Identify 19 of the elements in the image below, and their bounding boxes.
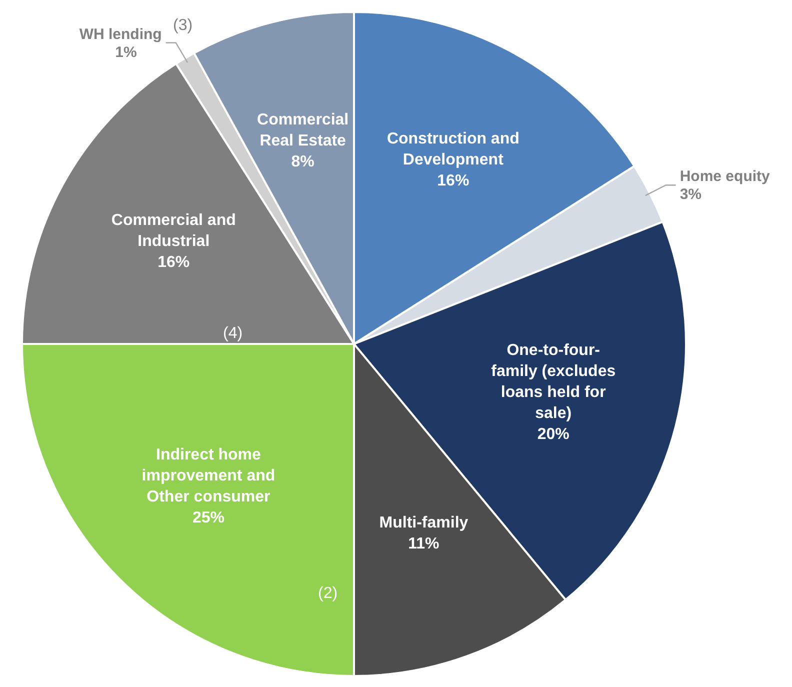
text: (2) <box>318 585 338 602</box>
data-label: 16% <box>437 172 470 190</box>
text: (4) <box>223 325 243 342</box>
data-label: 11% <box>408 536 440 553</box>
data-label: 3% <box>680 186 702 204</box>
slice-label: Indirect home improvement and Other consumer <box>142 446 276 506</box>
data-label: 1% <box>115 44 137 61</box>
data-label: 25% <box>192 510 224 527</box>
slice-label: Construction and Development <box>386 130 520 169</box>
data-label: 8% <box>291 154 314 171</box>
slice-label: One-to-four-family (excludes loans held for sale) <box>491 342 616 422</box>
data-label: 16% <box>158 254 190 271</box>
slice-label: WH lending <box>79 26 162 43</box>
data-label: 20% <box>537 426 570 444</box>
slice-label: Commercial and Industrial <box>111 212 236 250</box>
slice-label: Commercial Real Estate <box>257 112 349 150</box>
slice-label: Multi-family <box>379 514 468 532</box>
slice-label: Home equity <box>680 168 771 186</box>
text: (3) <box>173 17 193 34</box>
